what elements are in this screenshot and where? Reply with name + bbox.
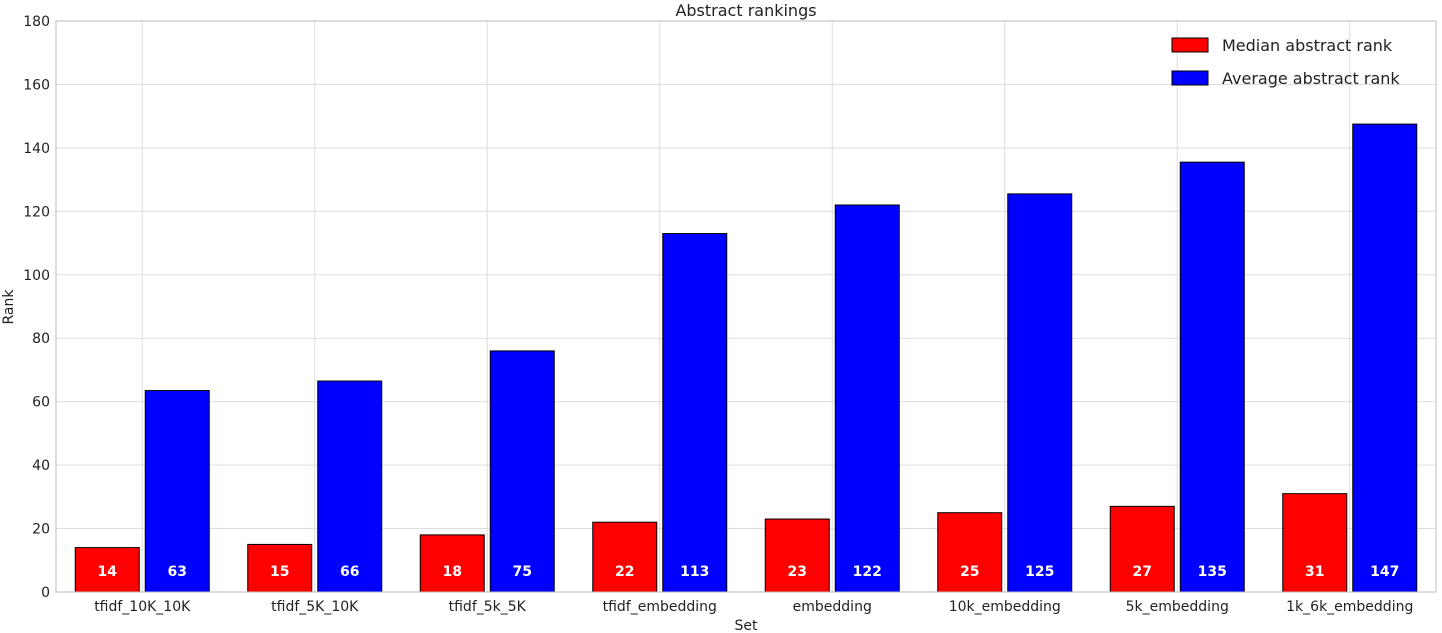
- bar-value-label: 22: [615, 564, 634, 580]
- bar: [1109, 505, 1175, 593]
- bar-value-label: 75: [513, 564, 532, 580]
- bar-value-label: 113: [680, 564, 709, 580]
- bar: [1352, 123, 1418, 593]
- bar: [317, 380, 383, 593]
- bar: [937, 512, 1003, 593]
- legend: Median abstract rank Average abstract ran…: [1171, 36, 1400, 88]
- y-tick-label: 160: [23, 77, 50, 93]
- bar-value-label: 147: [1370, 564, 1399, 580]
- x-tick-label: embedding: [793, 599, 872, 615]
- bar-value-label: 27: [1133, 564, 1152, 580]
- x-tick-label: 1k_6k_embedding: [1286, 599, 1413, 615]
- y-tick-label: 60: [32, 395, 50, 411]
- x-tick-label: 5k_embedding: [1126, 599, 1229, 615]
- x-tick-label: tfidf_5k_5K: [449, 599, 527, 615]
- chart-title: Abstract rankings: [675, 1, 816, 20]
- bar-value-label: 135: [1198, 564, 1227, 580]
- grid: [56, 20, 1436, 593]
- y-tick-label: 80: [32, 331, 50, 347]
- bar: [1179, 161, 1245, 593]
- bar-value-label: 125: [1025, 564, 1054, 580]
- y-tick-label: 40: [32, 458, 50, 474]
- y-tick-label: 0: [41, 585, 50, 601]
- bar-value-label: 25: [960, 564, 979, 580]
- bar: [74, 547, 140, 593]
- tick-labels: 0 20 40 60 80 100 120 140 160 180 tfidf_10K_10K tfi…: [23, 14, 1413, 615]
- plot-frame: [55, 20, 1437, 593]
- bar-value-label: 14: [98, 564, 118, 580]
- legend-label: Median abstract rank: [1222, 36, 1393, 55]
- bar: [247, 543, 313, 593]
- y-tick-label: 20: [32, 522, 50, 538]
- legend-label: Average abstract rank: [1222, 69, 1400, 88]
- bar: [592, 521, 658, 593]
- bars: 14 63 15 66 18 75 22 113 23 122 25 125 27 135 31 147: [74, 123, 1418, 593]
- legend-swatch: [1171, 37, 1209, 53]
- bar: [144, 390, 210, 593]
- bar: [489, 350, 555, 593]
- y-tick-label: 100: [23, 268, 50, 284]
- bar-value-label: 122: [853, 564, 882, 580]
- x-tick-label: 10k_embedding: [949, 599, 1061, 615]
- bar-value-label: 63: [168, 564, 187, 580]
- bar-value-label: 23: [788, 564, 807, 580]
- bar: [419, 534, 485, 593]
- bar-value-label: 15: [270, 564, 289, 580]
- bar-value-label: 31: [1305, 564, 1324, 580]
- bar: [1007, 193, 1073, 593]
- x-tick-label: tfidf_embedding: [603, 599, 717, 615]
- y-tick-label: 120: [23, 204, 50, 220]
- y-tick-label: 180: [23, 14, 50, 30]
- legend-swatch: [1171, 70, 1209, 86]
- bar-value-label: 66: [340, 564, 359, 580]
- bar: [764, 518, 830, 593]
- y-tick-label: 140: [23, 141, 50, 157]
- y-axis-label: Rank: [1, 289, 17, 325]
- bar: [662, 233, 728, 593]
- bar-value-label: 18: [443, 564, 462, 580]
- x-tick-label: tfidf_10K_10K: [94, 599, 191, 615]
- bar: [1282, 493, 1348, 593]
- bar: [834, 204, 900, 593]
- x-axis-label: Set: [735, 618, 759, 633]
- x-tick-label: tfidf_5K_10K: [271, 599, 359, 615]
